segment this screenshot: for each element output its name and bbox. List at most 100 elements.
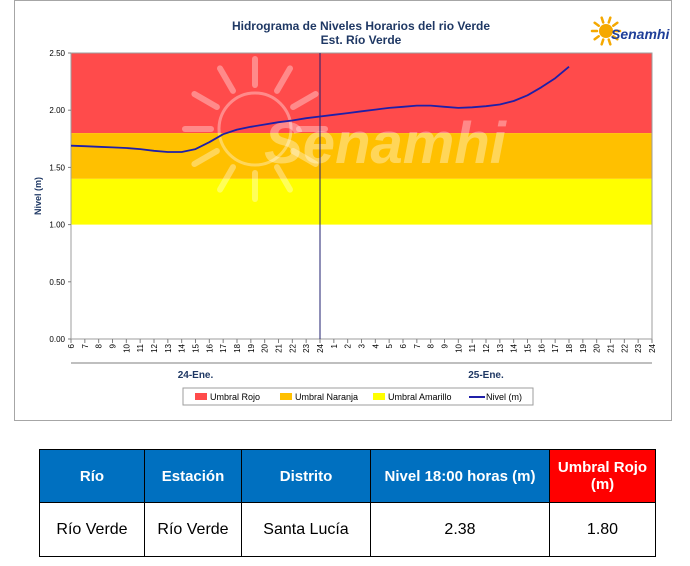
x-tick-label: 21 (275, 343, 284, 352)
chart-subtitle: Est. Río Verde (321, 33, 402, 47)
y-tick-label: 1.50 (49, 163, 65, 172)
cell-umbral-rojo: 1.80 (549, 502, 656, 557)
x-tick-label: 6 (399, 343, 408, 348)
watermark: Senamhi (182, 56, 508, 202)
x-tick-label: 23 (634, 343, 643, 352)
y-axis-label: Nivel (m) (33, 177, 43, 215)
x-tick-label: 20 (593, 343, 602, 352)
x-tick-label: 13 (164, 343, 173, 352)
watermark-sun-ray (290, 148, 319, 167)
legend-label: Umbral Naranja (295, 392, 358, 402)
logo-sun-ray (612, 21, 619, 27)
header-umbral-rojo: Umbral Rojo (m) (549, 449, 656, 503)
table-row: Río Verde Río Verde Santa Lucía 2.38 1.8… (39, 502, 656, 557)
legend-label: Umbral Amarillo (388, 392, 452, 402)
logo-sun-core (599, 24, 613, 38)
legend-label: Nivel (m) (486, 392, 522, 402)
y-tick-label: 1.00 (49, 221, 65, 230)
x-tick-label: 17 (219, 343, 228, 352)
chart-texts: Hidrograma de Niveles Horarios del rio V… (33, 19, 504, 381)
y-tick-label: 0.00 (49, 335, 65, 344)
threshold-band-2 (71, 178, 652, 225)
hydrograph-chart: Senamhi 0.00 0.50 1.00 1.50 2.00 2.50 6 7 8 9 10 11… (14, 0, 672, 421)
watermark-sun-ray (217, 164, 236, 193)
watermark-sun-ray (290, 91, 319, 110)
legend-swatch (373, 393, 385, 400)
x-tick-label: 18 (233, 343, 242, 352)
legend-swatch (195, 393, 207, 400)
header-estacion: Estación (144, 449, 242, 503)
watermark-sun-ray (217, 65, 236, 94)
x-tick-label: 22 (620, 343, 629, 352)
x-tick-label: 14 (510, 343, 519, 352)
legend-label: Umbral Rojo (210, 392, 260, 402)
watermark-sun-core (217, 91, 293, 167)
threshold-band-1 (71, 133, 652, 179)
watermark-sun (182, 56, 328, 202)
x-tick-label: 15 (192, 343, 201, 352)
cell-estacion: Río Verde (144, 502, 242, 557)
x-tick-label: 16 (537, 343, 546, 352)
logo-text: Senamhi (611, 26, 670, 42)
x-tick-label: 7 (81, 343, 90, 348)
x-tick-label: 24 (648, 343, 657, 352)
y-tick-label: 0.50 (49, 278, 65, 287)
logo-sun-ray (600, 38, 605, 46)
legend: Umbral Rojo Umbral Naranja Umbral Amarillo… (182, 387, 534, 406)
y-tick-label: 2.00 (49, 106, 65, 115)
logo-sun-ray (607, 38, 612, 46)
x-tick-label: 1 (330, 343, 339, 348)
x-tick-label: 12 (482, 343, 491, 352)
x-tick-label: 4 (371, 343, 380, 348)
x-tick-label: 22 (288, 343, 297, 352)
logo-sun-ray (607, 16, 612, 24)
x-tick-label: 17 (551, 343, 560, 352)
x-tick-label: 21 (607, 343, 616, 352)
legend-swatch (280, 393, 292, 400)
x-tick-label: 8 (427, 343, 436, 348)
x-tick-label: 23 (302, 343, 311, 352)
series-layer (70, 66, 570, 153)
x-tick-label: 19 (247, 343, 256, 352)
logo-sun-ray (593, 35, 600, 41)
chart-canvas: Senamhi 0.000.501.001.502.002.506 7 8 9 10 11… (33, 16, 670, 406)
x-tick-label: 13 (496, 343, 505, 352)
logo-sun-ray (593, 21, 600, 27)
watermark-sun-ray (274, 65, 293, 94)
x-tick-label: 3 (358, 343, 367, 348)
legend-box (182, 387, 534, 406)
watermark-sun-ray (191, 148, 220, 167)
x-tick-label: 14 (178, 343, 187, 352)
senamhi-logo: Senamhi (590, 16, 670, 46)
cell-rio: Río Verde (39, 502, 145, 557)
header-rio: Río (39, 449, 145, 503)
day-label: 25-Ene. (468, 370, 504, 381)
cell-nivel: 2.38 (370, 502, 550, 557)
x-tick-label: 24 (316, 343, 325, 352)
logo-sun-ray (600, 16, 605, 24)
x-tick-label: 20 (261, 343, 270, 352)
x-tick-label: 5 (385, 343, 394, 348)
watermark-text: Senamhi (264, 111, 508, 176)
x-tick-label: 8 (95, 343, 104, 348)
day-label: 24-Ene. (178, 370, 214, 381)
chart-title: Hidrograma de Niveles Horarios del rio V… (232, 19, 490, 33)
summary-table: Río Estación Distrito Nivel 18:00 horas … (39, 449, 656, 557)
logo-sun-ray (612, 35, 619, 41)
x-tick-label: 19 (579, 343, 588, 352)
y-tick-label: 2.50 (49, 49, 65, 58)
x-tick-label: 7 (413, 343, 422, 348)
watermark-sun-ray (274, 164, 293, 193)
watermark-sun-ray (191, 91, 220, 110)
x-tick-label: 15 (524, 343, 533, 352)
x-tick-label: 12 (150, 343, 159, 352)
table-header-row: Río Estación Distrito Nivel 18:00 horas … (39, 449, 656, 503)
x-tick-label: 11 (468, 343, 477, 352)
x-tick-label: 11 (136, 343, 145, 352)
threshold-band-0 (71, 53, 652, 134)
axes: 0.000.501.001.502.002.506 7 8 9 10 11 12 13 14 15… (49, 49, 657, 364)
x-tick-label: 18 (565, 343, 574, 352)
x-tick-label: 9 (441, 343, 450, 348)
header-distrito: Distrito (241, 449, 371, 503)
x-tick-label: 6 (67, 343, 76, 348)
